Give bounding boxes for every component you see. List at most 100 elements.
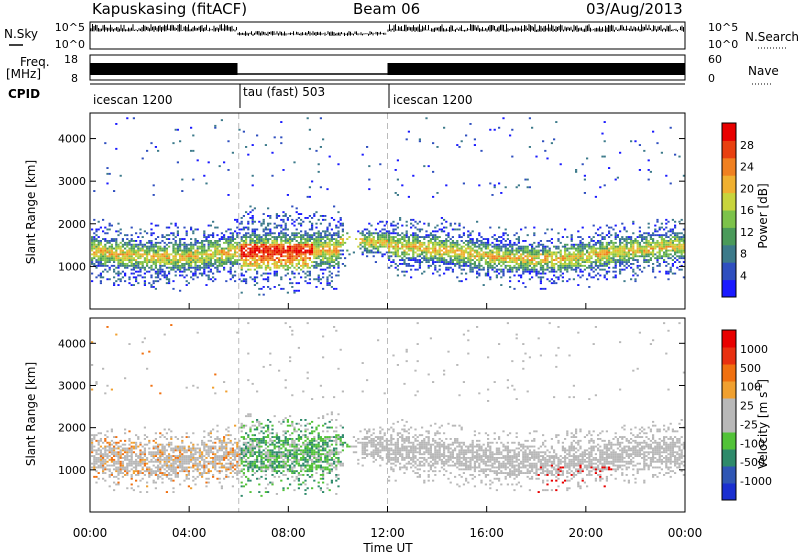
echo-cell: [95, 259, 98, 261]
echo-cell: [652, 247, 655, 250]
echo-cell: [154, 224, 157, 227]
echo-cell: [535, 268, 538, 271]
echo-cell: [588, 259, 591, 261]
echo-cell: [168, 234, 171, 237]
echo-cell: [533, 251, 536, 254]
echo-cell: [282, 228, 285, 231]
echo-cell: [533, 247, 536, 250]
echo-cell: [132, 470, 135, 473]
echo-cell: [594, 253, 597, 256]
echo-cell: [113, 284, 116, 286]
echo-cell: [264, 226, 267, 229]
echo-cell: [302, 261, 305, 263]
echo-cell: [326, 278, 329, 281]
echo-cell: [374, 243, 377, 246]
echo-cell: [449, 255, 452, 258]
echo-cell: [143, 455, 146, 457]
echo-cell: [625, 245, 628, 248]
echo-cell: [555, 282, 558, 285]
echo-cell: [267, 222, 270, 225]
echo-cell: [286, 253, 289, 256]
echo-cell: [304, 257, 307, 260]
echo-cell: [517, 241, 520, 244]
echo-cell: [170, 261, 173, 263]
echo-cell: [282, 259, 285, 261]
echo-cell: [548, 255, 551, 258]
echo-cell: [216, 245, 219, 248]
echo-cell: [174, 128, 177, 131]
echo-cell: [522, 240, 525, 242]
echo-cell: [471, 255, 474, 258]
echo-cell: [401, 245, 404, 248]
echo-cell: [194, 270, 197, 273]
echo-cell: [135, 245, 138, 248]
echo-cell: [113, 464, 116, 467]
echo-cell: [605, 264, 608, 267]
echo-cell: [293, 224, 296, 227]
freq-panel: Freq. [MHz] 18 8 60 0 Nave: [6, 53, 779, 85]
echo-cell: [401, 247, 404, 250]
echo-cell: [368, 234, 371, 237]
echo-cell: [581, 245, 584, 248]
echo-cell: [128, 243, 131, 246]
echo-cell: [575, 263, 578, 265]
echo-cell: [535, 255, 538, 258]
echo-cell: [671, 245, 674, 248]
echo-cell: [97, 460, 100, 463]
power-colorbar-swatch-0: [722, 279, 736, 298]
echo-cell: [141, 352, 144, 355]
echo-cell: [482, 284, 485, 286]
echo-cell: [174, 447, 177, 450]
echo-cell: [139, 266, 142, 269]
echo-cell: [605, 241, 608, 244]
echo-cell: [91, 280, 94, 283]
echo-cell: [359, 243, 362, 246]
echo-cell: [157, 458, 160, 461]
echo-cell: [434, 249, 437, 252]
echo-cell: [643, 149, 646, 152]
echo-cell: [152, 457, 155, 459]
echo-cell: [511, 249, 514, 252]
echo-cell: [372, 251, 375, 254]
echo-cell: [597, 261, 600, 263]
echo-cell: [174, 455, 177, 457]
echo-cell: [383, 228, 386, 231]
echo-cell: [304, 217, 307, 219]
echo-cell: [194, 255, 197, 258]
echo-cell: [548, 247, 551, 250]
echo-cell: [106, 270, 109, 273]
echo-cell: [654, 276, 657, 279]
echo-cell: [599, 234, 602, 237]
echo-cell: [126, 266, 129, 269]
echo-cell: [275, 245, 278, 248]
echo-cell: [93, 462, 96, 465]
echo-cell: [416, 236, 419, 238]
echo-cell: [405, 247, 408, 250]
echo-cell: [658, 257, 661, 260]
echo-cell: [234, 255, 237, 258]
echo-cell: [583, 174, 586, 177]
echo-cell: [311, 249, 314, 252]
echo-cell: [634, 238, 637, 240]
echo-cell: [665, 251, 668, 254]
echo-cell: [207, 161, 210, 164]
echo-cell: [124, 447, 127, 450]
echo-cell: [328, 259, 331, 261]
echo-cell: [159, 259, 162, 261]
echo-cell: [253, 228, 256, 231]
echo-cell: [172, 451, 175, 454]
echo-cell: [491, 266, 494, 269]
echo-cell: [515, 251, 518, 254]
echo-cell: [286, 241, 289, 244]
echo-cell: [119, 455, 122, 457]
echo-cell: [414, 257, 417, 260]
echo-cell: [106, 436, 109, 438]
echo-cell: [190, 264, 193, 267]
echo-cell: [317, 230, 320, 233]
echo-cell: [110, 264, 113, 267]
echo-cell: [379, 243, 382, 246]
echo-cell: [445, 241, 448, 244]
echo-cell: [179, 449, 182, 452]
echo-cell: [201, 259, 204, 261]
echo-cell: [612, 249, 615, 252]
